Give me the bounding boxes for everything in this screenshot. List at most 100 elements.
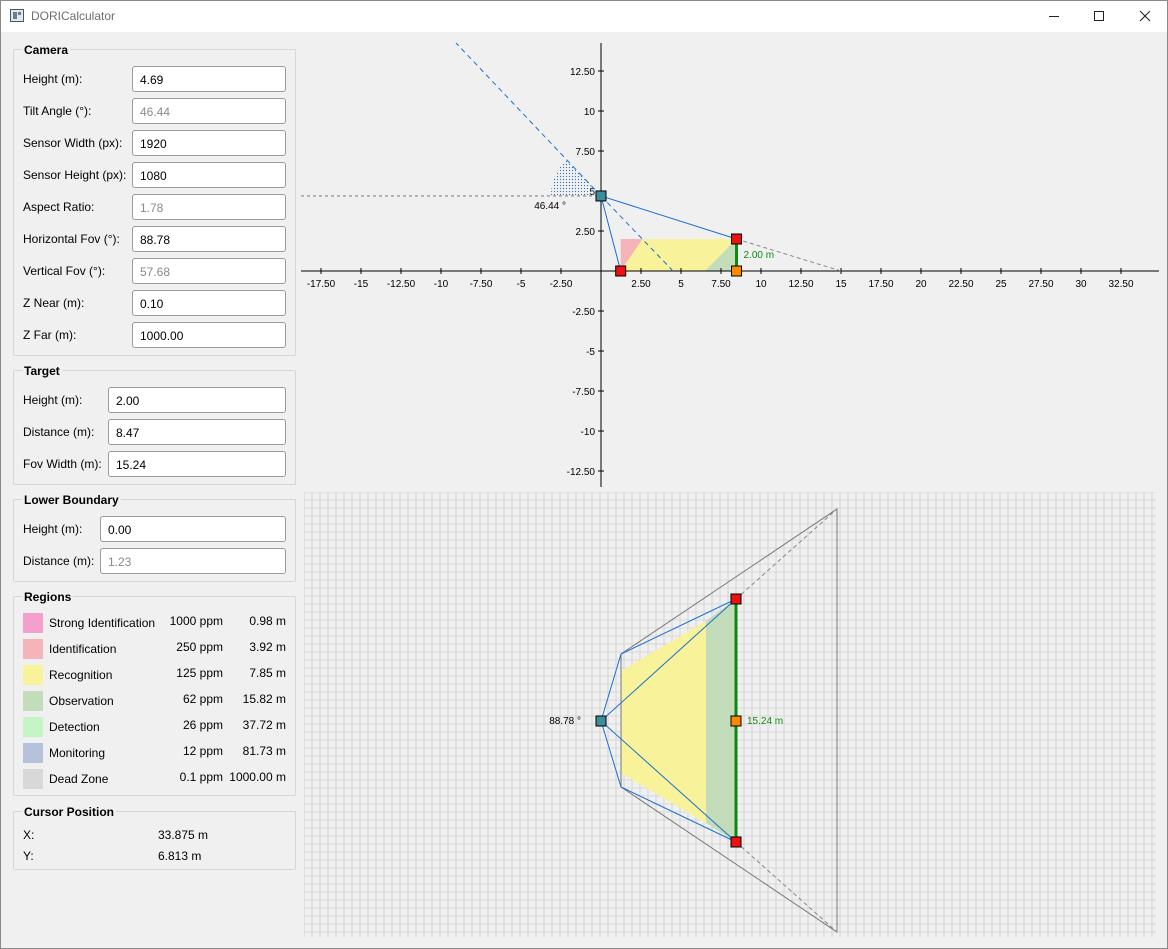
x-tick-label: -17.50 — [307, 279, 336, 290]
region-distance: 0.98 m — [249, 614, 286, 628]
hfov-angle-label: 88.78 ° — [549, 716, 581, 727]
lower-boundary-group-title: Lower Boundary — [22, 493, 121, 507]
regions-group-title: Regions — [22, 590, 74, 604]
tilt-angle-wedge — [550, 159, 601, 196]
x-tick-label: 5 — [678, 279, 684, 290]
x-tick-label: 32.50 — [1108, 279, 1133, 290]
region-color-swatch — [23, 639, 43, 659]
far-frustum — [620, 508, 838, 933]
region-distance: 37.72 m — [242, 718, 286, 732]
region-name: Identification — [49, 642, 117, 656]
cursor-position-group: Cursor Position — [13, 805, 296, 870]
grid — [304, 492, 1156, 937]
camera-handle — [595, 715, 607, 727]
region-color-swatch — [23, 717, 43, 737]
fov-width-label: 15.24 m — [747, 716, 783, 727]
top-view-plot[interactable]: 88.78 ° 15.24 m — [304, 492, 1156, 937]
x-tick-label: 25 — [995, 279, 1007, 290]
target-distance-input[interactable]: 8.47 — [108, 419, 286, 445]
close-button[interactable] — [1122, 1, 1168, 31]
target-height-input[interactable]: 2.00 — [108, 387, 286, 413]
sensor-width-input[interactable]: 1920 — [132, 130, 286, 156]
maximize-button[interactable] — [1076, 1, 1122, 31]
y-tick-label: 12.50 — [570, 67, 595, 78]
frustum-line — [600, 720, 737, 843]
frustum-line — [600, 720, 622, 788]
y-tick-label: -2.50 — [572, 307, 595, 318]
target-base-handle — [731, 265, 743, 277]
region-color-swatch — [23, 613, 43, 633]
x-tick-label: 10 — [755, 279, 767, 290]
upper-extension-ray — [735, 508, 838, 600]
target-center-handle — [730, 715, 742, 727]
x-tick-label: 22.50 — [948, 279, 973, 290]
lower-distance-input[interactable]: 1.23 — [100, 548, 286, 574]
x-tick-label: -7.50 — [470, 279, 493, 290]
x-tick-label: -5 — [517, 279, 526, 290]
observation-zone — [705, 239, 737, 271]
lower-boundary-handle — [615, 265, 627, 277]
top-frustum-line — [600, 195, 737, 240]
frustum-line — [620, 786, 737, 843]
region-distance: 1000.00 m — [229, 770, 286, 784]
regions-group: Regions — [13, 590, 296, 796]
region-distance: 7.85 m — [249, 666, 286, 680]
x-tick-label: 2.50 — [631, 279, 651, 290]
region-ppm: 125 ppm — [176, 666, 223, 680]
target-top-handle — [731, 233, 743, 245]
x-tick-label: -15 — [354, 279, 369, 290]
region-color-swatch — [23, 665, 43, 685]
bottom-frustum-line — [600, 195, 622, 272]
region-color-swatch — [23, 769, 43, 789]
region-ppm: 1000 ppm — [169, 614, 223, 628]
app-icon — [10, 9, 24, 22]
camera-group-title: Camera — [22, 43, 71, 57]
horizontal-fov-input[interactable]: 88.78 — [132, 226, 286, 252]
cursor-position-title: Cursor Position — [22, 805, 117, 819]
frustum-line — [620, 598, 737, 655]
region-name: Observation — [49, 694, 114, 708]
fov-width-input[interactable]: 15.24 — [108, 451, 286, 477]
target-distance-label: Distance (m): — [23, 425, 95, 439]
y-tick-label: -12.50 — [567, 467, 596, 478]
vertical-fov-label: Vertical Fov (°): — [23, 264, 106, 278]
z-far-input[interactable]: 1000.00 — [132, 322, 286, 348]
lower-height-input[interactable]: 0.00 — [100, 516, 286, 542]
window-title: DORICalculator — [31, 9, 116, 23]
lower-distance-label: Distance (m): — [23, 554, 95, 568]
sensor-height-label: Sensor Height (px): — [23, 168, 127, 182]
minimize-button[interactable] — [1031, 1, 1077, 31]
identification-zone — [620, 239, 643, 271]
observation-zone — [706, 599, 736, 842]
vertical-fov-input[interactable]: 57.68 — [132, 258, 286, 284]
camera-height-input[interactable]: 4.69 — [132, 66, 286, 92]
z-near-input[interactable]: 0.10 — [132, 290, 286, 316]
region-distance: 81.73 m — [242, 744, 286, 758]
maximize-icon — [1094, 11, 1104, 21]
camera-height-label: Height (m): — [23, 72, 83, 86]
x-tick-label: 12.50 — [788, 279, 813, 290]
frustum-line — [600, 598, 737, 722]
y-tick-label: -5 — [586, 347, 595, 358]
target-right-handle — [730, 836, 742, 848]
lower-boundary-group: Lower Boundary — [13, 493, 296, 582]
x-tick-label: 7.50 — [711, 279, 731, 290]
y-tick-label: -10 — [581, 427, 596, 438]
title-bar: DORICalculator — [1, 1, 1167, 32]
region-color-swatch — [23, 743, 43, 763]
horizontal-fov-label: Horizontal Fov (°): — [23, 232, 120, 246]
tilt-angle-label: 46.44 ° — [534, 201, 566, 212]
side-view-plot[interactable]: -17.50 -15 -12.50 -10 -7.50 -5 -2.50 2.50 5 7.50 1… — [301, 39, 1159, 491]
x-tick-label: -12.50 — [387, 279, 416, 290]
tilt-angle-input[interactable]: 46.44 — [132, 98, 286, 124]
sensor-height-input[interactable]: 1080 — [132, 162, 286, 188]
region-ppm: 0.1 ppm — [179, 770, 223, 784]
cursor-y-value: 6.813 m — [158, 849, 202, 863]
x-tick-label: 20 — [915, 279, 927, 290]
target-height-label: Height (m): — [23, 393, 83, 407]
cursor-y-label: Y: — [23, 849, 34, 863]
cursor-x-label: X: — [23, 828, 35, 842]
upper-fov-ray — [455, 42, 602, 197]
aspect-ratio-input[interactable]: 1.78 — [132, 194, 286, 220]
